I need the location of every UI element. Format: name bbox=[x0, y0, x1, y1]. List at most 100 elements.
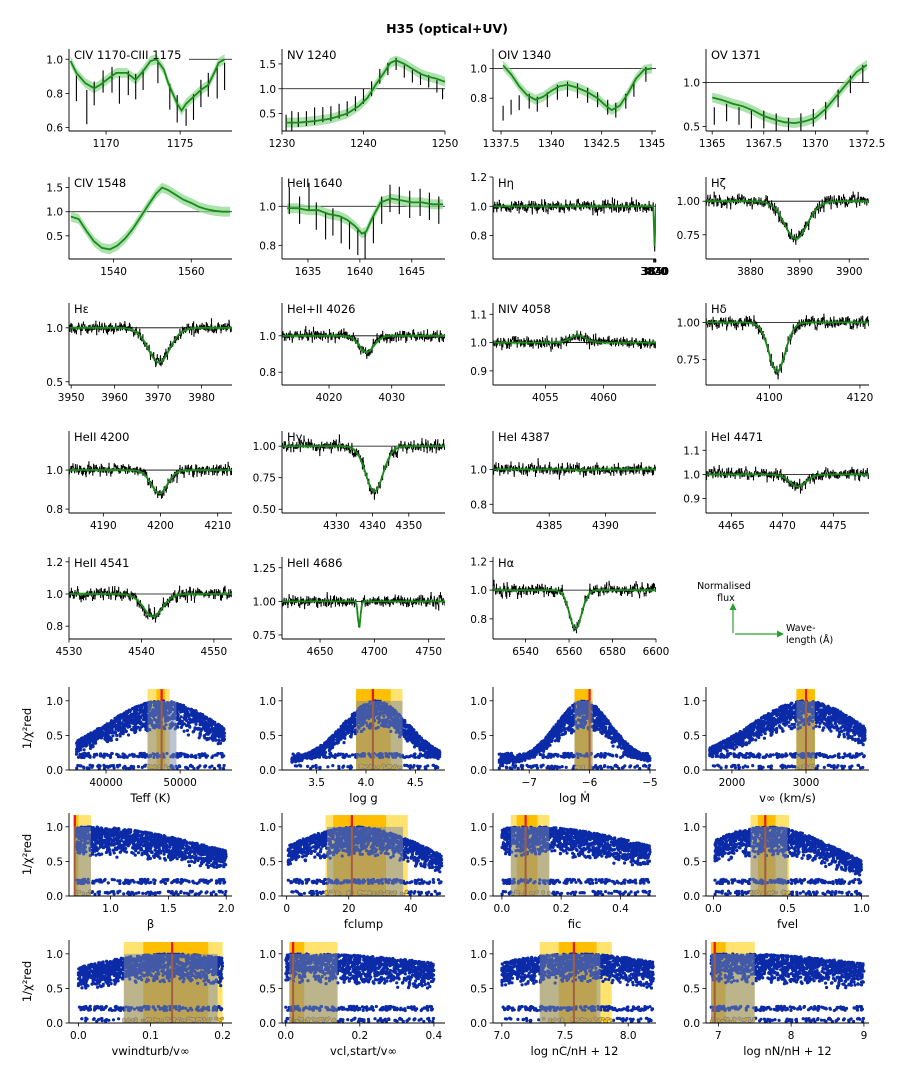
y-tick-label: 0.8 bbox=[259, 367, 276, 379]
model-spectrum bbox=[282, 600, 445, 628]
x-tick-label: 4340 bbox=[359, 520, 386, 532]
line-panel-2: 1230 1240 1250 0.5 1.0 1.5 NV 1240 bbox=[259, 48, 458, 150]
x-tick-label: 1175 bbox=[167, 138, 194, 150]
y-tick-label: 1.0 bbox=[683, 949, 700, 961]
line-panel-1-plot-area bbox=[69, 54, 232, 126]
line-panel-11: 4055 4060 0.9 1.0 1.1 NIV 4058 bbox=[470, 302, 656, 404]
y-tick-label: 1.2 bbox=[46, 557, 63, 569]
confidence-overlay bbox=[539, 953, 601, 1023]
x-tick-label: 4330 bbox=[323, 520, 350, 532]
observed-errorbars bbox=[288, 182, 440, 259]
y-tick-label: 1.0 bbox=[46, 696, 63, 708]
y-tick-label: 1.0 bbox=[470, 464, 487, 476]
y-tick-label: 1.00 bbox=[677, 317, 700, 329]
x-tick-label: 0.4 bbox=[612, 903, 629, 915]
x-tick-label: 1640 bbox=[346, 266, 373, 278]
y-tick-label: 1.0 bbox=[259, 331, 276, 343]
y-tick-label: 1.0 bbox=[470, 585, 487, 597]
x-tick-label: 4100 bbox=[756, 392, 783, 404]
y-tick-label: 0.5 bbox=[683, 856, 700, 868]
x-tick-label: 7.0 bbox=[493, 1030, 510, 1042]
param-axis-label: vcl,start/v∞ bbox=[330, 1044, 397, 1058]
y-tick-label: 0.0 bbox=[46, 765, 63, 777]
y-tick-label: 0.9 bbox=[683, 494, 700, 506]
param-panel-2-plot-area bbox=[290, 689, 442, 770]
model-uncertainty-band bbox=[712, 60, 867, 128]
line-panel-8-plot-area bbox=[706, 191, 869, 245]
x-tick-label: 4060 bbox=[590, 392, 617, 404]
observed-errorbars bbox=[69, 461, 232, 499]
param-panel-4-plot-area bbox=[708, 689, 867, 770]
y-tick-label: 0.5 bbox=[470, 856, 487, 868]
y-tick-label: 1.0 bbox=[470, 822, 487, 834]
y-tick-label: 1.0 bbox=[259, 949, 276, 961]
y-tick-label: 0.75 bbox=[253, 473, 276, 485]
y-tick-label: 0.0 bbox=[470, 891, 487, 903]
y-tick-label: 0.0 bbox=[683, 891, 700, 903]
line-panel-7-plot-area bbox=[493, 197, 656, 252]
model-spectrum bbox=[282, 445, 445, 493]
model-spectrum bbox=[711, 64, 868, 125]
x-tick-label: 4.5 bbox=[407, 777, 424, 789]
x-tick-label: 1230 bbox=[269, 138, 296, 150]
y-tick-label: 1.0 bbox=[470, 949, 487, 961]
y-tick-label: 0.5 bbox=[683, 122, 700, 134]
y-tick-label: 0.0 bbox=[259, 891, 276, 903]
observed-errorbars bbox=[75, 62, 226, 126]
line-panel-10: 4020 4030 0.8 1.0 HeI+II 4026 bbox=[259, 302, 445, 404]
line-panel-title: Hγ bbox=[287, 430, 303, 444]
y-tick-label: 0.8 bbox=[470, 499, 487, 511]
x-tick-label: −7 bbox=[521, 777, 536, 789]
line-panel-title: OV 1371 bbox=[711, 48, 761, 62]
line-panel-title: HeI+II 4026 bbox=[287, 302, 355, 316]
param-axis-label: fclump bbox=[344, 917, 383, 931]
y-tick-label: 1.0 bbox=[259, 822, 276, 834]
y-tick-label: 1.0 bbox=[46, 323, 63, 335]
param-panel-1-plot-area bbox=[74, 689, 227, 770]
y-tick-label: 1.0 bbox=[46, 54, 63, 66]
line-panel-5: 1540 1560 0.5 1.0 1.5 CIV 1548 bbox=[46, 176, 232, 278]
model-uncertainty-band bbox=[282, 599, 445, 630]
confidence-overlay bbox=[510, 826, 550, 896]
y-tick-label: 1.00 bbox=[677, 196, 700, 208]
y-tick-label: 0.5 bbox=[470, 983, 487, 995]
x-tick-label: 1365 bbox=[699, 138, 726, 150]
y-tick-label: 0.0 bbox=[470, 765, 487, 777]
y-tick-label: 1.0 bbox=[46, 949, 63, 961]
x-tick-label: 4020 bbox=[316, 392, 343, 404]
param-axis-label: log Ṁ bbox=[559, 790, 590, 805]
line-panel-13: 4190 4200 4210 0.8 1.0 HeII 4200 bbox=[46, 430, 232, 532]
line-panel-title: Hζ bbox=[711, 176, 726, 190]
x-tick-label: 0.4 bbox=[426, 1030, 443, 1042]
model-spectrum bbox=[493, 468, 656, 472]
y-tick-label: 0.8 bbox=[46, 88, 63, 100]
param-panel-4: 2000 3000 0.0 0.5 1.0 v∞ (km/s) bbox=[683, 687, 869, 805]
x-tick-label: 1337.5 bbox=[483, 138, 520, 150]
y-tick-label: 1.0 bbox=[470, 201, 487, 213]
observed-errorbars bbox=[282, 326, 445, 359]
x-tick-label: 4540 bbox=[128, 646, 155, 658]
y-tick-label: 0.75 bbox=[677, 355, 700, 367]
confidence-overlay bbox=[574, 700, 593, 770]
y-tick-label: 1.0 bbox=[683, 822, 700, 834]
y-tick-label: 0.5 bbox=[683, 983, 700, 995]
model-spectrum bbox=[69, 326, 232, 364]
y-tick-label: 1.00 bbox=[253, 596, 276, 608]
observed-errorbars bbox=[493, 579, 656, 634]
param-axis-label: Teff (K) bbox=[129, 791, 170, 805]
line-panel-14-plot-area bbox=[282, 434, 445, 500]
observed-errorbars bbox=[282, 592, 445, 627]
line-panel-title: HeI 4387 bbox=[498, 430, 550, 444]
x-tick-label: 6540 bbox=[512, 646, 539, 658]
y-tick-label: 0.8 bbox=[46, 621, 63, 633]
y-tick-label: 0.8 bbox=[46, 504, 63, 516]
confidence-overlay bbox=[327, 826, 404, 896]
param-panel-8-plot-area bbox=[713, 815, 864, 896]
parameter-fitness-panels: 40000 50000 0.0 0.5 1.0 Teff (K) 1/χ²red 3.5 4.0… bbox=[20, 687, 870, 1058]
y-tick-label: 1.2 bbox=[470, 172, 487, 184]
param-axis-label: fic bbox=[568, 917, 582, 931]
x-tick-label: 1635 bbox=[295, 266, 322, 278]
param-panel-11: 7.0 7.5 8.0 0.0 0.5 1.0 log nC/nH + 12 bbox=[470, 940, 656, 1058]
